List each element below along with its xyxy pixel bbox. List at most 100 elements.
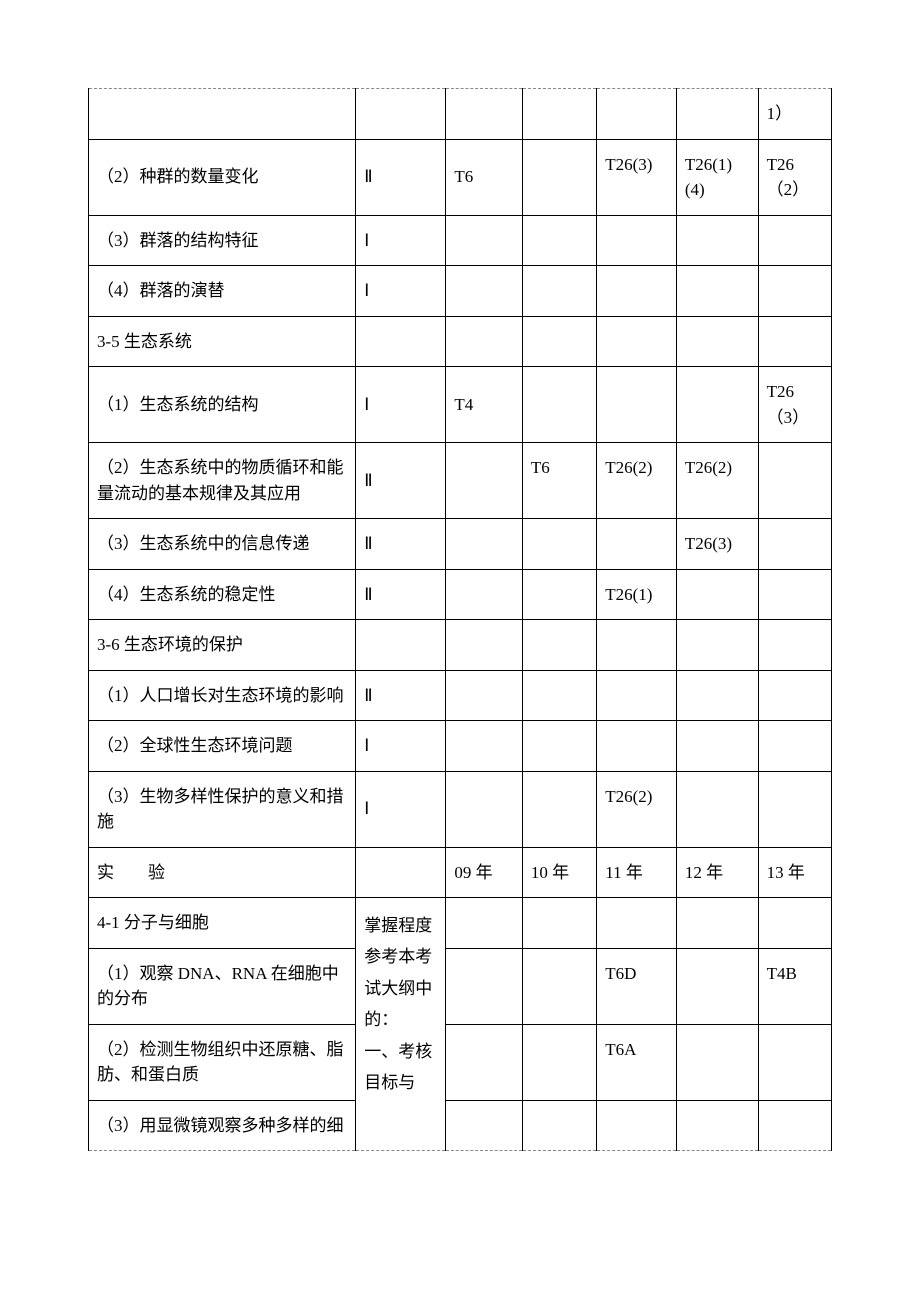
- cell: [446, 89, 523, 140]
- cell: T26(1): [597, 569, 677, 620]
- cell: [522, 1024, 596, 1100]
- cell: [676, 89, 758, 140]
- cell: 1）: [758, 89, 831, 140]
- cell: T4B: [758, 948, 831, 1024]
- cell: 09 年: [446, 847, 523, 898]
- cell: Ⅰ: [356, 215, 446, 266]
- cell: [676, 367, 758, 443]
- cell: [676, 620, 758, 671]
- cell: [597, 367, 677, 443]
- cell: [758, 620, 831, 671]
- cell: [676, 898, 758, 949]
- cell: Ⅰ: [356, 367, 446, 443]
- table-row: 1）: [89, 89, 832, 140]
- cell: [522, 721, 596, 772]
- cell: [676, 215, 758, 266]
- cell: （3）群落的结构特征: [89, 215, 356, 266]
- cell: 13 年: [758, 847, 831, 898]
- cell: [356, 89, 446, 140]
- cell: 10 年: [522, 847, 596, 898]
- cell: T6A: [597, 1024, 677, 1100]
- cell: [446, 316, 523, 367]
- cell: （1）生态系统的结构: [89, 367, 356, 443]
- table-row: （1）观察 DNA、RNA 在细胞中的分布 T6D T4B: [89, 948, 832, 1024]
- table-row: （2）检测生物组织中还原糖、脂肪、和蛋白质 T6A: [89, 1024, 832, 1100]
- table-row: （3）生态系统中的信息传递 Ⅱ T26(3): [89, 519, 832, 570]
- cell: Ⅱ: [356, 139, 446, 215]
- cell: [758, 443, 831, 519]
- cell: [597, 1100, 677, 1151]
- cell: [446, 771, 523, 847]
- table-row: （3）群落的结构特征 Ⅰ: [89, 215, 832, 266]
- cell: [676, 569, 758, 620]
- cell: 实 验: [89, 847, 356, 898]
- cell: [676, 948, 758, 1024]
- cell: [446, 215, 523, 266]
- cell: T26(2): [676, 443, 758, 519]
- cell: 3-6 生态环境的保护: [89, 620, 356, 671]
- cell: T26(1)(4): [676, 139, 758, 215]
- cell: [676, 771, 758, 847]
- cell: [446, 266, 523, 317]
- table-row: （2）全球性生态环境问题 Ⅰ: [89, 721, 832, 772]
- cell: T26（3）: [758, 367, 831, 443]
- cell: T26(2): [597, 771, 677, 847]
- cell: [522, 898, 596, 949]
- table-row: （3）用显微镜观察多种多样的细: [89, 1100, 832, 1151]
- cell: [758, 898, 831, 949]
- cell: [758, 215, 831, 266]
- cell: [676, 316, 758, 367]
- cell: [522, 519, 596, 570]
- cell: （4）生态系统的稳定性: [89, 569, 356, 620]
- cell: [446, 519, 523, 570]
- cell: [522, 89, 596, 140]
- table-row: （3）生物多样性保护的意义和措施 Ⅰ T26(2): [89, 771, 832, 847]
- cell: Ⅱ: [356, 443, 446, 519]
- cell: （4）群落的演替: [89, 266, 356, 317]
- cell: [597, 620, 677, 671]
- cell: （2）全球性生态环境问题: [89, 721, 356, 772]
- cell: 12 年: [676, 847, 758, 898]
- cell: [676, 1024, 758, 1100]
- cell: T26(2): [597, 443, 677, 519]
- cell: T26（2）: [758, 139, 831, 215]
- table-row: （2）种群的数量变化 Ⅱ T6 T26(3) T26(1)(4) T26（2）: [89, 139, 832, 215]
- cell: [522, 367, 596, 443]
- cell: [446, 948, 523, 1024]
- cell: [597, 215, 677, 266]
- cell: [758, 316, 831, 367]
- table-row: （4）生态系统的稳定性 Ⅱ T26(1): [89, 569, 832, 620]
- cell: （1）人口增长对生态环境的影响: [89, 670, 356, 721]
- cell: [89, 89, 356, 140]
- cell: T4: [446, 367, 523, 443]
- table-row: （1）人口增长对生态环境的影响 Ⅱ: [89, 670, 832, 721]
- cell: [676, 1100, 758, 1151]
- cell: [758, 1024, 831, 1100]
- table-row: 4-1 分子与细胞 掌握程度参考本考试大纲中的： 一、考核目标与: [89, 898, 832, 949]
- cell: [758, 721, 831, 772]
- cell: [758, 569, 831, 620]
- cell: [446, 443, 523, 519]
- cell: [356, 847, 446, 898]
- cell: [522, 670, 596, 721]
- cell: [446, 1100, 523, 1151]
- cell: （3）用显微镜观察多种多样的细: [89, 1100, 356, 1151]
- cell: （1）观察 DNA、RNA 在细胞中的分布: [89, 948, 356, 1024]
- cell: [676, 266, 758, 317]
- cell: [597, 721, 677, 772]
- cell: [758, 519, 831, 570]
- cell: [597, 519, 677, 570]
- cell: T26(3): [597, 139, 677, 215]
- cell: （2）生态系统中的物质循环和能量流动的基本规律及其应用: [89, 443, 356, 519]
- cell: [446, 1024, 523, 1100]
- cell: Ⅰ: [356, 266, 446, 317]
- cell: [446, 569, 523, 620]
- cell: [522, 316, 596, 367]
- cell: 11 年: [597, 847, 677, 898]
- syllabus-table: 1） （2）种群的数量变化 Ⅱ T6 T26(3) T26(1)(4) T26（…: [88, 88, 832, 1151]
- merged-cell: 掌握程度参考本考试大纲中的： 一、考核目标与: [356, 898, 446, 1151]
- cell: Ⅱ: [356, 519, 446, 570]
- cell: Ⅰ: [356, 771, 446, 847]
- cell: （2）种群的数量变化: [89, 139, 356, 215]
- cell: [522, 1100, 596, 1151]
